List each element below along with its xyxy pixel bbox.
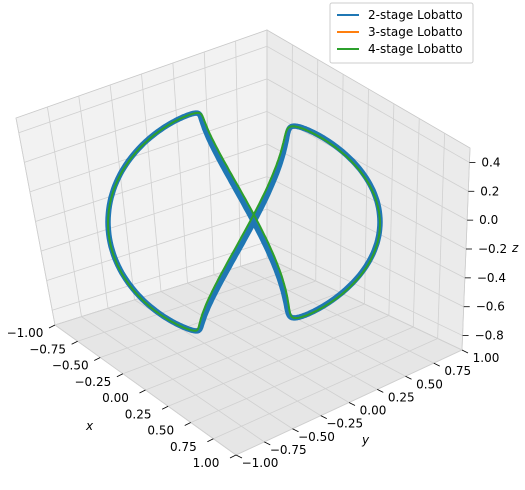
x-tick: [229, 454, 237, 459]
x-tick-label: −0.75: [29, 342, 66, 356]
x-tick: [139, 389, 146, 394]
x-tick-label: −0.25: [74, 375, 111, 389]
x-tick: [161, 405, 169, 410]
trajectory-curves: [105, 110, 383, 334]
x-tick-label: 0.00: [102, 391, 129, 405]
y-tick-label: 0.75: [444, 364, 471, 378]
x-tick-label: 0.25: [125, 407, 152, 421]
grid-line-z-left: [40, 176, 268, 252]
y-tick: [264, 441, 271, 446]
y-tick: [348, 402, 356, 406]
legend-label-2-stage: 2-stage Lobatto: [368, 8, 463, 22]
z-tick-label: 0.0: [479, 213, 498, 227]
grid-line-z: [266, 241, 463, 336]
x-tick: [184, 422, 191, 426]
axis-ticks: −1.00−0.75−0.50−0.250.000.250.500.751.00…: [7, 155, 508, 470]
y-tick-label: −0.75: [270, 443, 307, 457]
z-tick-label: −0.6: [476, 300, 505, 314]
y-tick: [235, 454, 243, 459]
grid-line-y: [160, 291, 350, 403]
y-tick: [320, 415, 327, 419]
legend: 2-stage Lobatto 3-stage Lobatto 4-stage …: [329, 2, 474, 64]
y-tick: [377, 389, 384, 393]
x-tick-label: −0.50: [52, 359, 89, 373]
grid-line-z-left: [29, 111, 268, 193]
grid-line-z: [266, 45, 470, 163]
z-axis-label: z: [511, 241, 519, 255]
y-tick-label: −0.50: [298, 430, 335, 444]
legend-label-4-stage: 4-stage Lobatto: [368, 42, 463, 56]
y-tick-label: 0.25: [388, 390, 415, 404]
y-tick: [292, 428, 299, 433]
x-tick: [116, 373, 124, 378]
z-tick-label: −0.2: [478, 242, 507, 256]
grid-line-z-left: [52, 241, 268, 311]
grid-line-z: [266, 143, 467, 250]
grid-line-z: [266, 208, 464, 308]
x-tick: [48, 324, 56, 329]
grid-line-y: [187, 282, 378, 390]
legend-label-3-stage: 3-stage Lobatto: [368, 25, 463, 39]
grid-line-y: [266, 257, 463, 351]
z-tick-label: −0.8: [475, 329, 504, 343]
grid-line-y: [81, 316, 265, 443]
grid-line-z: [266, 176, 466, 279]
grid-line-y: [240, 266, 434, 364]
y-tick-label: −1.00: [242, 456, 279, 470]
panes: [15, 29, 471, 456]
y-tick-label: 0.00: [360, 404, 387, 418]
y-tick: [461, 349, 469, 354]
x-axis-label: x: [85, 419, 94, 433]
y-tick-label: −0.25: [326, 417, 363, 431]
x-tick: [207, 438, 214, 443]
y-tick: [405, 375, 412, 380]
x-tick-label: 0.75: [170, 440, 197, 454]
x-tick-label: 1.00: [193, 456, 220, 470]
grid-lines: [15, 30, 471, 456]
grid-line-z-left: [46, 208, 268, 282]
z-tick-label: −0.4: [477, 271, 506, 285]
x-tick: [71, 340, 78, 345]
x-tick-label: 0.50: [147, 424, 174, 438]
legend-frame: [329, 2, 474, 64]
y-tick-label: 0.50: [416, 377, 443, 391]
x-tick-label: −1.00: [7, 326, 44, 340]
grid-line-z: [266, 78, 469, 192]
grid-line-y: [107, 307, 293, 430]
z-tick-label: 0.2: [480, 184, 499, 198]
grid-line-z-left: [35, 143, 268, 222]
series-4-stage-lobatto: [107, 111, 381, 332]
z-tick-label: 0.4: [481, 155, 500, 169]
grid-line-z-left: [18, 45, 268, 134]
grid-line-y: [213, 274, 406, 377]
x-tick: [94, 357, 101, 361]
grid-line-z-left: [24, 78, 268, 163]
y-tick-label: 1.00: [473, 351, 500, 365]
y-axis-label: y: [361, 433, 370, 447]
y-tick: [433, 362, 440, 367]
